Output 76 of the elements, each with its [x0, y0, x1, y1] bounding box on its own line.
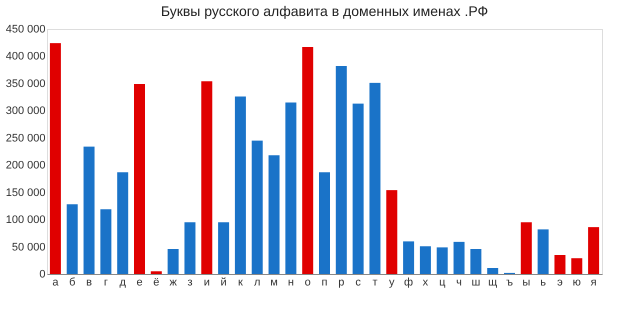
y-tick-label: 400 000: [6, 50, 46, 63]
x-tick-label: ё: [153, 276, 160, 288]
bar: [234, 96, 246, 274]
bar: [520, 222, 532, 274]
x-tick-label: п: [322, 276, 328, 288]
bar: [66, 204, 78, 274]
x-tick-label: в: [86, 276, 92, 288]
y-tick-label: 0: [39, 268, 46, 280]
x-tick-label: я: [590, 276, 597, 288]
x-tick-label: щ: [488, 276, 498, 288]
bar: [117, 172, 128, 274]
bar: [436, 247, 448, 274]
y-tick-label: 50 000: [12, 241, 46, 254]
x-tick-label: ф: [404, 276, 414, 288]
x-tick-label: ы: [522, 276, 530, 288]
bar: [352, 104, 364, 274]
bar: [201, 81, 212, 274]
bar: [302, 46, 314, 274]
x-tick-label: ъ: [506, 276, 514, 288]
x-tick-label: х: [422, 276, 429, 288]
x-tick-label: р: [338, 276, 344, 288]
x-tick-label: э: [557, 276, 564, 288]
bar: [336, 66, 347, 274]
bar: [571, 258, 582, 274]
x-tick-label: е: [136, 276, 143, 288]
bar: [285, 102, 296, 274]
y-tick-label: 250 000: [6, 132, 46, 144]
x-tick-label: у: [389, 276, 396, 288]
bar: [252, 140, 263, 274]
bar: [369, 82, 380, 274]
bar: [403, 241, 414, 274]
bar: [487, 268, 498, 274]
bar: [218, 222, 230, 274]
bar: [554, 254, 566, 274]
y-tick-label: 200 000: [6, 160, 46, 172]
x-tick-label: и: [204, 276, 210, 288]
x-tick-label: т: [372, 276, 378, 288]
bar: [538, 229, 549, 274]
x-tick-label: л: [254, 276, 260, 288]
x-tick-label: ш: [471, 276, 480, 288]
x-tick-label: ж: [169, 276, 178, 288]
chart-title: Буквы русского алфавита в доменных именах .РФ: [160, 3, 488, 19]
bar: [134, 84, 145, 274]
bar: [268, 155, 280, 274]
x-tick-label: ц: [439, 276, 446, 288]
y-tick-label: 450 000: [6, 24, 46, 36]
x-tick-label: ч: [456, 276, 462, 288]
x-tick-label: с: [355, 276, 362, 288]
x-tick-label: г: [104, 276, 108, 288]
bar: [50, 43, 61, 274]
x-tick-label: ь: [540, 276, 546, 288]
y-tick-label: 100 000: [6, 214, 46, 226]
y-tick-label: 350 000: [6, 78, 46, 90]
bar: [319, 172, 330, 274]
bar: [150, 271, 162, 274]
x-tick-label: б: [69, 276, 76, 288]
bar: [470, 248, 482, 274]
bar: [100, 209, 112, 274]
bar: [588, 227, 600, 274]
y-tick-label: 300 000: [6, 105, 46, 118]
x-tick-label: к: [238, 276, 244, 288]
bar: [420, 246, 431, 274]
x-tick-label: з: [187, 276, 192, 288]
bar: [386, 190, 398, 274]
x-tick-label: о: [304, 276, 311, 288]
y-tick-label: 150 000: [6, 186, 46, 199]
bar: [184, 222, 196, 274]
bar: [84, 146, 95, 274]
bar: [454, 242, 465, 274]
x-tick-label: м: [270, 276, 278, 288]
x-tick-label: д: [119, 276, 126, 288]
bar: [168, 248, 179, 274]
x-tick-label: а: [52, 276, 60, 288]
x-tick-label: ю: [572, 276, 581, 288]
x-tick-label: й: [220, 276, 227, 288]
x-tick-label: н: [288, 276, 294, 288]
